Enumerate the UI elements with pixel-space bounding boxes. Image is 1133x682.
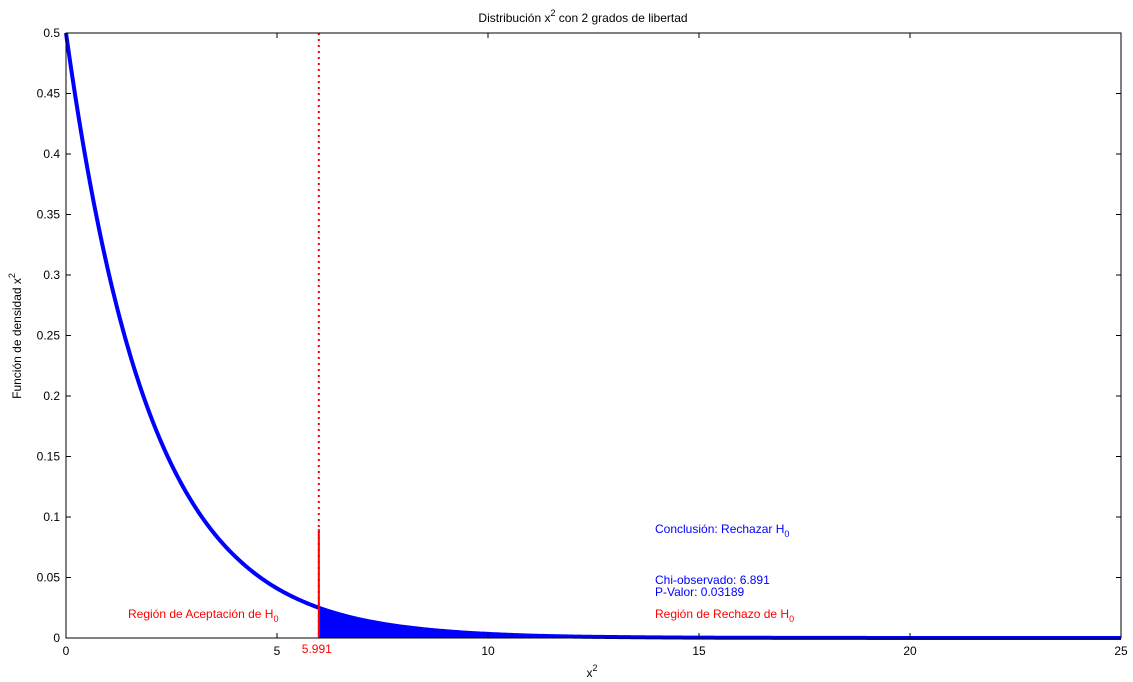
chart-title-rest: con 2 grados de libertad <box>555 11 687 25</box>
y-tick-label: 0.1 <box>43 510 60 524</box>
y-tick-label: 0.2 <box>43 389 60 403</box>
p-value-label: P-Valor: 0.03189 <box>655 585 744 599</box>
chart-title-main: Distribución x <box>478 11 550 25</box>
x-axis-label-main: x <box>586 666 592 680</box>
x-tick-label: 0 <box>63 644 70 658</box>
conclusion-sub: 0 <box>784 529 789 539</box>
critical-value-label: 5.991 <box>302 642 332 656</box>
rejection-region-sub: 0 <box>789 614 794 624</box>
rejection-region-label: Región de Rechazo de H0 <box>655 607 794 624</box>
acceptance-region-sub: 0 <box>273 614 278 624</box>
plot-area: 0 5 10 15 20 25 0 0.05 0.1 0.15 0.2 0.25 0.3 0.35 0.4 0… <box>37 26 1128 658</box>
y-axis-label: Función de densidad x2 <box>7 273 24 399</box>
y-tick-label: 0 <box>53 631 60 645</box>
chart-title: Distribución x2 con 2 grados de libertad <box>478 8 687 25</box>
chart-title-sup: 2 <box>550 8 555 18</box>
x-tick-label: 20 <box>903 644 917 658</box>
y-tick-label: 0.5 <box>43 26 60 40</box>
acceptance-region-main: Región de Aceptación de H <box>128 607 273 621</box>
y-axis-label-main: Función de densidad x <box>10 278 24 399</box>
y-tick-label: 0.3 <box>43 268 60 282</box>
x-axis-label: x2 <box>586 663 597 680</box>
rejection-region-fill <box>318 607 1121 638</box>
chi-observed-label: Chi-observado: 6.891 <box>655 573 770 587</box>
y-axis-label-sup: 2 <box>7 273 17 278</box>
acceptance-region-label: Región de Aceptación de H0 <box>128 607 278 624</box>
y-tick-label: 0.45 <box>37 87 61 101</box>
y-tick-label: 0.05 <box>37 571 61 585</box>
y-tick-label: 0.25 <box>37 329 61 343</box>
conclusion-label: Conclusión: Rechazar H0 <box>655 522 789 539</box>
conclusion-main: Conclusión: Rechazar H <box>655 522 784 536</box>
y-tick-label: 0.4 <box>43 147 60 161</box>
rejection-region-main: Región de Rechazo de H <box>655 607 789 621</box>
y-tick-label: 0.35 <box>37 208 61 222</box>
density-curve <box>64 32 1121 640</box>
y-tick-label: 0.15 <box>37 450 61 464</box>
x-tick-label: 5 <box>274 644 281 658</box>
x-axis-label-sup: 2 <box>592 663 597 673</box>
x-tick-label: 10 <box>481 644 495 658</box>
x-tick-label: 15 <box>692 644 706 658</box>
x-tick-label: 25 <box>1114 644 1128 658</box>
